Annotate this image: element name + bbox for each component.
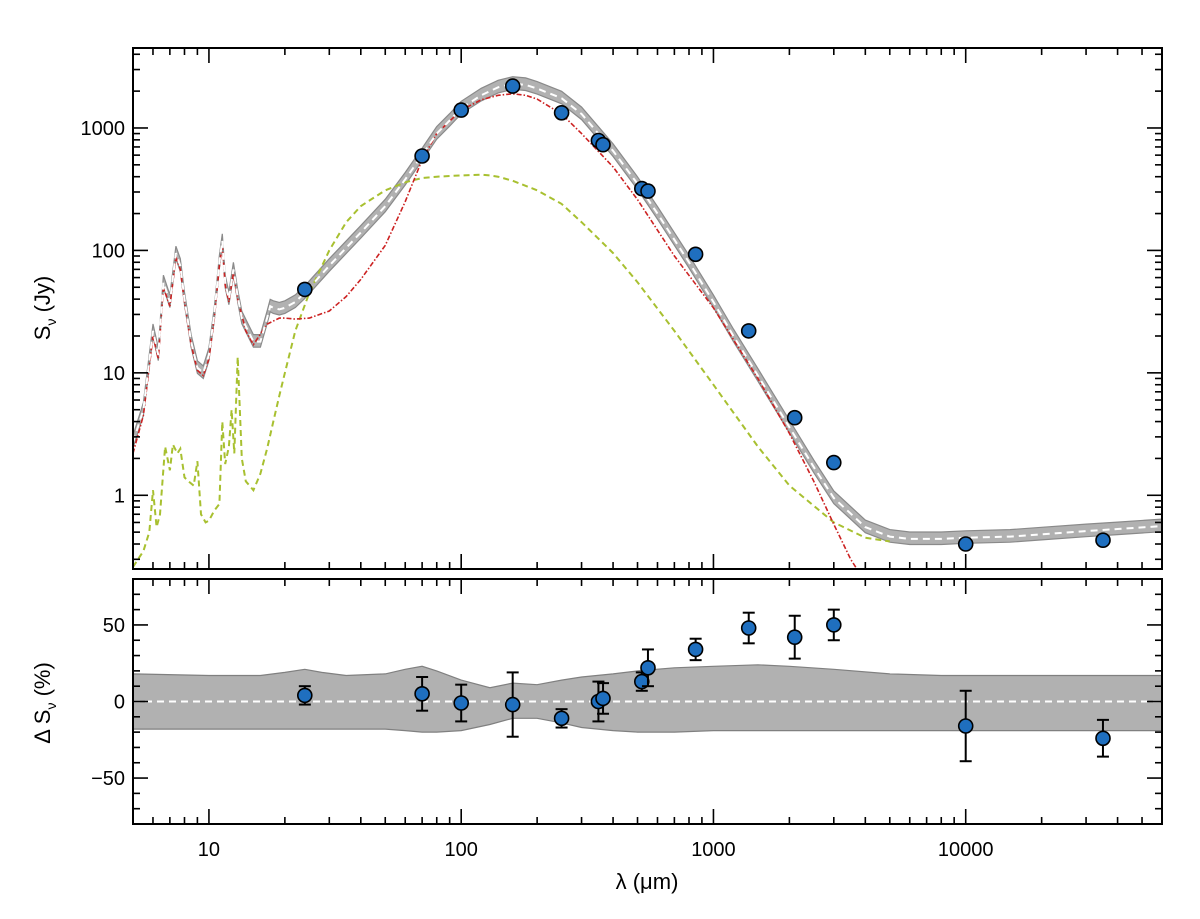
sed-point (957, 536, 974, 552)
y-tick-label: 50 (103, 615, 125, 637)
sed-point (595, 136, 611, 153)
residual-marker (687, 641, 704, 658)
residual-y-axis-title: Δ Sν (%) (30, 662, 59, 744)
x-tick-label: 10 (198, 839, 220, 861)
sed-point (740, 323, 757, 339)
sed-y-axis-title: Sν (Jy) (30, 276, 59, 340)
y-tick-label: 10 (103, 363, 125, 385)
sed-y-tick-labels: 1 10 100 1000 (81, 118, 126, 507)
sed-frame (132, 47, 1163, 570)
second-component-line (133, 173, 890, 568)
sed-point (296, 281, 313, 298)
residual-marker (786, 629, 803, 646)
y-tick-label: −50 (91, 768, 125, 790)
residual-marker (504, 696, 521, 713)
residual-uncertainty-band (133, 664, 1162, 733)
x-tick-label: 100 (445, 839, 478, 861)
residual-panel: −50 0 50 10 100 1000 10000 Δ Sν (%) λ (μm) (30, 578, 1163, 894)
sed-ticks (132, 48, 1163, 569)
y-tick-label: 100 (92, 240, 125, 262)
residual-marker (414, 685, 430, 702)
residual-point (414, 676, 430, 712)
residual-point (296, 685, 313, 706)
residual-marker (957, 718, 974, 734)
residual-point (453, 683, 470, 723)
residual-point (1095, 718, 1111, 758)
residual-point (504, 671, 521, 738)
residual-marker (453, 695, 470, 711)
sed-point (825, 454, 842, 471)
sed-point (640, 183, 656, 199)
y-tick-label: 0 (114, 692, 125, 714)
residual-marker (553, 710, 570, 727)
x-axis-title: λ (μm) (616, 869, 679, 894)
residual-point (553, 708, 570, 729)
x-tick-labels: 10 100 1000 10000 (198, 839, 994, 861)
sed-point (553, 105, 570, 121)
residual-point (957, 689, 974, 763)
residual-point (825, 608, 842, 642)
residual-marker (296, 687, 313, 704)
residual-point (640, 648, 656, 688)
sed-point (687, 246, 704, 263)
residual-marker (1095, 730, 1111, 747)
residual-marker (740, 620, 757, 636)
residual-marker (640, 659, 656, 676)
x-tick-label: 1000 (691, 839, 736, 861)
total-model-line (133, 82, 1162, 540)
sed-point (1095, 532, 1111, 549)
sed-point (786, 409, 803, 426)
residual-marker (825, 617, 842, 633)
residual-point (595, 682, 611, 715)
residual-data-points (296, 608, 1111, 763)
sed-panel: 1 10 100 1000 Sν (Jy) (30, 47, 1163, 570)
residual-point (740, 611, 757, 645)
residual-point (687, 637, 704, 662)
residual-point (786, 614, 803, 660)
sed-point (453, 102, 470, 118)
residual-y-tick-labels: −50 0 50 (91, 615, 125, 790)
residual-marker (595, 690, 611, 707)
y-tick-label: 1000 (81, 118, 126, 140)
sed-plot-area (133, 76, 1162, 569)
sed-data-points (296, 78, 1111, 552)
x-tick-label: 10000 (938, 839, 994, 861)
y-tick-label: 1 (114, 485, 125, 507)
residual-ticks (132, 578, 1163, 825)
sed-point (504, 78, 521, 94)
sed-point (414, 148, 430, 164)
